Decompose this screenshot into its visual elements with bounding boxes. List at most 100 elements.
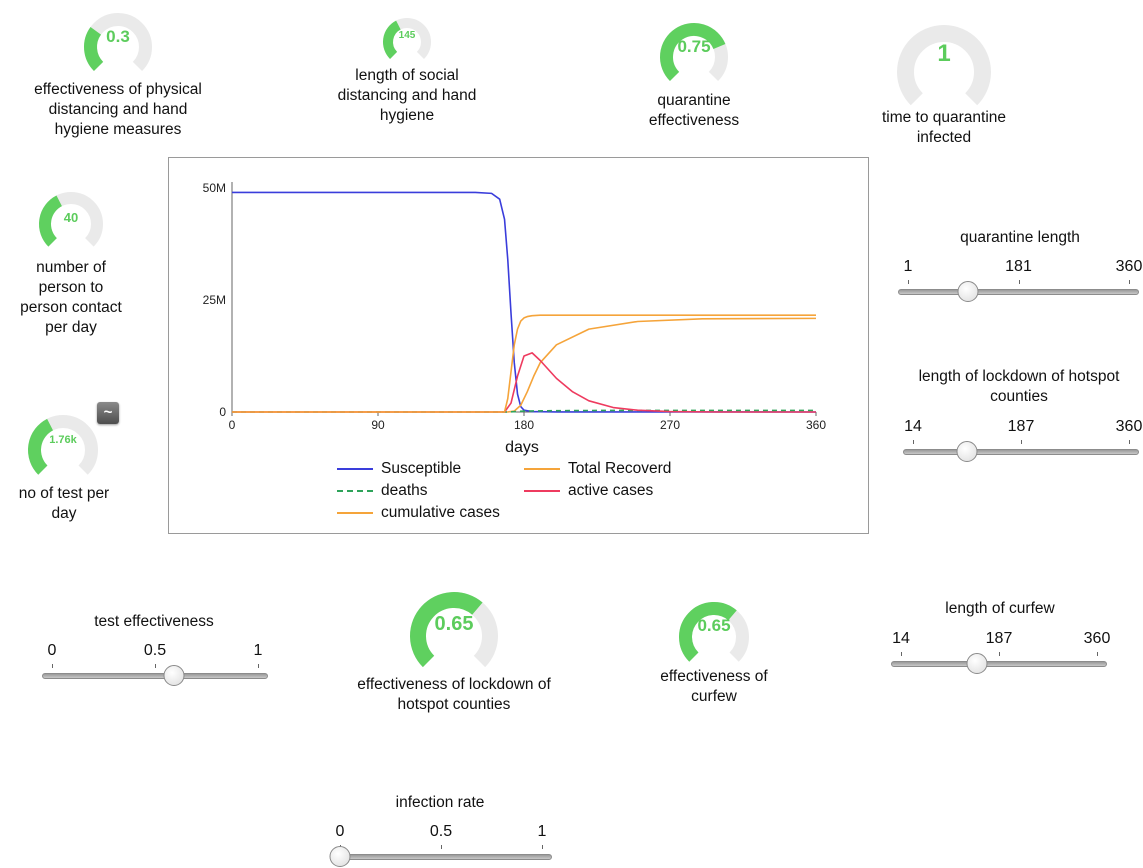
x-tick-label: 180 [514, 418, 534, 432]
slider-track[interactable] [898, 289, 1139, 295]
gauge-value: 40 [63, 210, 79, 226]
label-line: effectiveness [648, 112, 740, 129]
slider-tick [155, 664, 156, 668]
slider-track[interactable] [330, 854, 552, 860]
label-line: number of [36, 259, 106, 276]
gauge-track [897, 25, 991, 106]
gauge-arc-graphic [679, 602, 749, 662]
tilde-button[interactable]: ~ [97, 402, 119, 424]
label-line: hygiene measures [54, 121, 182, 138]
slider-tick [542, 845, 543, 849]
gauge-label-lockdown-effectiveness: effectiveness of lockdown of hotspot coun… [326, 675, 582, 715]
label-line: hygiene [379, 107, 435, 124]
slider-max-label: 360 [1115, 258, 1143, 275]
slider-thumb[interactable] [957, 281, 979, 302]
y-tick-label: 0 [219, 405, 226, 419]
legend-item-susceptible: Susceptible [337, 460, 461, 478]
label-line: quarantine length [960, 229, 1080, 246]
label-line: per day [45, 319, 97, 336]
legend-item-cumulative-cases: cumulative cases [337, 504, 500, 522]
label-line: no of test per [18, 485, 110, 502]
label-line: length of social [355, 67, 459, 84]
slider-max-label: 1 [537, 823, 547, 840]
slider-tick [1021, 440, 1022, 444]
gauge-fill [39, 195, 63, 247]
slider-infection-rate[interactable]: 0 0.5 1 [329, 823, 552, 868]
gauge-arc-graphic [383, 18, 431, 59]
gauge-fill [28, 418, 54, 475]
legend-swatch-total-recoverd [524, 468, 560, 470]
slider-thumb[interactable] [956, 441, 978, 462]
slider-min-label: 1 [903, 258, 913, 275]
gauge-lockdown-effectiveness: 0.65 [404, 586, 504, 668]
legend-item-active-cases: active cases [524, 482, 653, 500]
slider-track[interactable] [891, 661, 1107, 667]
slider-thumb[interactable] [966, 653, 988, 674]
slider-tick [441, 845, 442, 849]
chart-panel: 0 90 180 270 360 0 25M 50M days Susceptible Tota… [168, 157, 869, 534]
gauge-value: 0.65 [434, 613, 474, 635]
gauge-tests-per-day: 1.76k [21, 408, 105, 475]
label-line: quarantine [657, 92, 731, 109]
slider-quarantine-length[interactable]: 1 181 360 [898, 258, 1142, 306]
slider-min-label: 0 [335, 823, 345, 840]
label-line: person to [38, 279, 104, 296]
slider-max-label: 360 [1083, 630, 1111, 647]
slider-mid-label: 187 [985, 630, 1013, 647]
x-tick-label: 0 [229, 418, 236, 432]
slider-thumb[interactable] [163, 665, 185, 686]
series-line-susceptible [232, 191, 817, 413]
slider-track[interactable] [42, 673, 268, 679]
line-chart: 0 90 180 270 360 0 25M 50M days [203, 181, 827, 456]
gauge-quarantine-effectiveness: 0.75 [654, 17, 734, 82]
slider-tick [999, 652, 1000, 656]
legend-label-active-cases: active cases [568, 482, 654, 499]
label-line: distancing and hand [337, 87, 477, 104]
slider-tick [1097, 652, 1098, 656]
x-tick-label: 270 [660, 418, 680, 432]
label-line: infected [916, 129, 972, 146]
gauge-label-time-to-quarantine: time to quarantine infected [844, 108, 1044, 148]
slider-title-test-effectiveness: test effectiveness [34, 612, 274, 632]
gauge-value: 0.75 [677, 36, 711, 56]
label-line: infection rate [395, 794, 485, 811]
series-line-cumulative-cases [232, 314, 816, 413]
gauge-arc-graphic [84, 13, 152, 72]
x-tick-label: 360 [806, 418, 826, 432]
label-line: length of curfew [945, 600, 1055, 617]
legend-swatch-active-cases [524, 490, 560, 492]
slider-tick [908, 280, 909, 284]
slider-title-curfew-length: length of curfew [880, 599, 1120, 619]
slider-tick [52, 664, 53, 668]
slider-mid-label: 187 [1007, 418, 1035, 435]
gauge-label-tests-per-day: no of test per day [0, 484, 128, 524]
slider-lockdown-length[interactable]: 14 187 360 [903, 418, 1142, 466]
slider-tick [1129, 440, 1130, 444]
label-line: curfew [691, 688, 737, 705]
series-line-total-recoverd [232, 317, 817, 413]
gauge-label-physical-distancing: effectiveness of physical distancing and … [0, 80, 236, 140]
gauge-value: 0.65 [697, 615, 731, 635]
x-axis-title: days [505, 439, 539, 456]
slider-mid-label: 181 [1005, 258, 1032, 275]
slider-tick [258, 664, 259, 668]
x-tick-label: 90 [371, 418, 385, 432]
slider-min-label: 14 [904, 418, 922, 435]
slider-test-effectiveness[interactable]: 0 0.5 1 [42, 642, 268, 690]
gauge-arc-graphic [660, 23, 728, 82]
label-line: length of lockdown of hotspot [918, 368, 1120, 385]
slider-thumb[interactable] [329, 846, 351, 867]
slider-track[interactable] [903, 449, 1139, 455]
slider-tick [901, 652, 902, 656]
y-tick-label: 50M [203, 181, 226, 195]
gauge-value: 1 [937, 39, 951, 67]
legend-swatch-deaths [337, 490, 373, 492]
gauge-curfew-effectiveness: 0.65 [673, 596, 755, 662]
gauge-label-curfew-effectiveness: effectiveness of curfew [614, 667, 814, 707]
gauge-value: 1.76k [49, 434, 77, 447]
legend-item-deaths: deaths [337, 482, 428, 500]
slider-title-infection-rate: infection rate [320, 793, 560, 813]
gauge-label-social-distancing-length: length of social distancing and hand hygie… [300, 66, 514, 126]
gauge-label-contacts-per-day: number of person to person contact per day [0, 258, 142, 338]
slider-curfew-length[interactable]: 14 187 360 [891, 630, 1110, 678]
